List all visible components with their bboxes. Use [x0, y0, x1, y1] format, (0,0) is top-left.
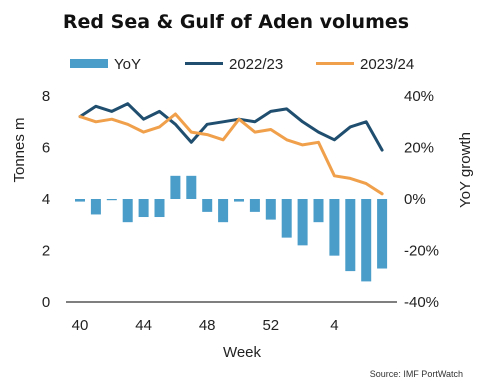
y2-tick-label: 20% — [404, 140, 434, 157]
x-axis-ticks: 40 44 48 52 4 — [72, 317, 339, 334]
yoy-bar — [90, 199, 101, 215]
legend-label-1: 2022/23 — [229, 56, 283, 73]
yoy-bar — [345, 199, 356, 272]
yoy-bar — [249, 199, 260, 212]
yoy-bar — [218, 199, 229, 223]
y2-tick-label: 40% — [404, 88, 434, 105]
series-lines — [78, 102, 384, 196]
x-tick-label: 44 — [135, 317, 152, 334]
y2-tick-label: 0% — [404, 191, 426, 208]
y-tick-label: 6 — [42, 140, 50, 157]
yoy-bar — [329, 199, 340, 256]
yoy-bar — [361, 199, 372, 282]
y2-axis-ticks: -40% -20% 0% 20% 40% — [404, 88, 439, 311]
x-tick-label: 4 — [330, 317, 338, 334]
legend-label-2: 2023/24 — [360, 56, 414, 73]
yoy-bars — [75, 175, 388, 282]
yoy-bar — [265, 199, 276, 220]
y2-tick-label: -40% — [404, 294, 439, 311]
y-tick-label: 8 — [42, 88, 50, 105]
yoy-bar — [122, 199, 133, 223]
x-tick-label: 40 — [72, 317, 89, 334]
yoy-bar — [234, 199, 244, 202]
yoy-bar — [138, 199, 149, 218]
yoy-bar — [75, 199, 85, 202]
y-axis-ticks: 0 2 4 6 8 — [42, 88, 50, 311]
line-series-2023-24 — [78, 112, 384, 196]
yoy-bar — [377, 199, 388, 269]
yoy-bar — [170, 175, 181, 199]
yoy-bar — [154, 199, 165, 218]
chart-title: Red Sea & Gulf of Aden volumes — [63, 11, 409, 33]
y2-axis-label: YoY growth — [457, 132, 474, 208]
y-tick-label: 0 — [42, 294, 50, 311]
y-tick-label: 4 — [42, 191, 50, 208]
y-axis-label: Tonnes m — [11, 117, 28, 182]
y-tick-label: 2 — [42, 243, 50, 260]
x-axis-label: Week — [223, 344, 262, 361]
source-note: Source: IMF PortWatch — [370, 369, 463, 379]
line-series-2022-23 — [78, 102, 384, 152]
yoy-bar — [281, 199, 292, 238]
legend-swatch-0 — [70, 59, 108, 68]
legend: YoY 2022/23 2023/24 — [70, 56, 414, 73]
y2-tick-label: -20% — [404, 243, 439, 260]
x-tick-label: 48 — [199, 317, 216, 334]
yoy-bar — [202, 199, 213, 212]
yoy-bar — [106, 199, 117, 201]
yoy-bar — [297, 199, 308, 246]
yoy-bar — [186, 175, 197, 199]
yoy-bar — [313, 199, 324, 223]
legend-label-0: YoY — [114, 56, 141, 73]
x-tick-label: 52 — [262, 317, 279, 334]
